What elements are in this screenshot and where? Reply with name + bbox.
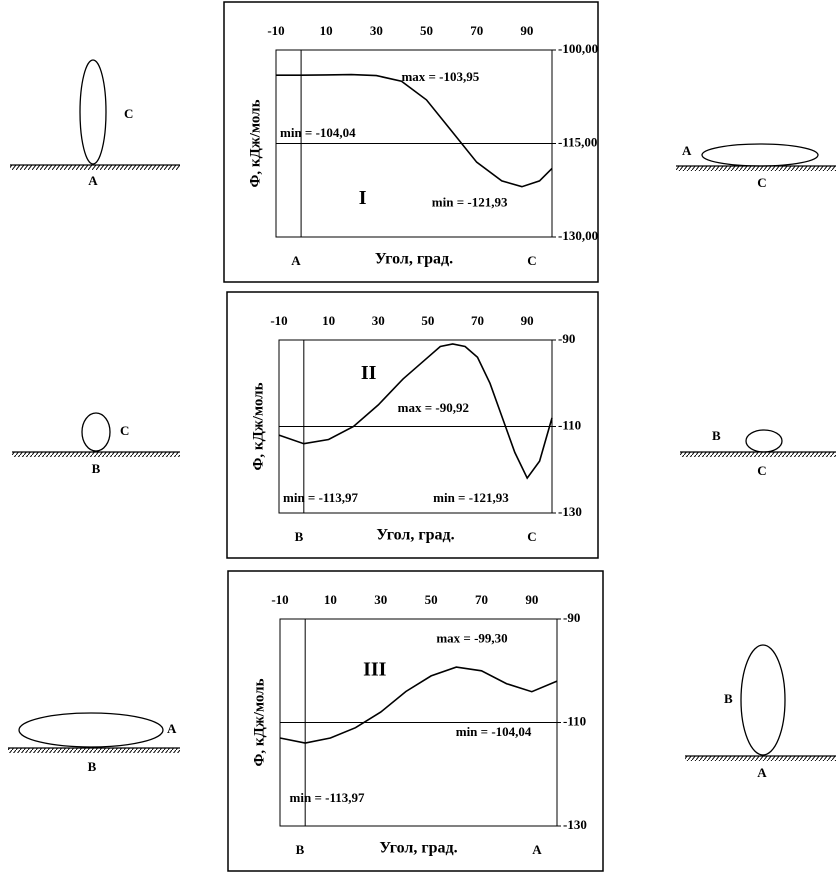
curve: [278, 343, 553, 480]
diagram-label: A: [88, 173, 98, 188]
corner-label: C: [527, 529, 536, 544]
x-axis-label: Угол, град.: [375, 251, 453, 268]
chart-title: III: [363, 658, 387, 680]
annotation: max = -103,95: [401, 69, 479, 84]
y-tick-label: -110: [563, 713, 586, 728]
y-tick-label: -130: [558, 504, 582, 519]
x-tick-label: 70: [475, 592, 488, 607]
diagram-label: A: [757, 765, 767, 780]
ellipse: [79, 59, 107, 165]
annotation: max = -90,92: [398, 400, 469, 415]
annotation: max = -99,30: [436, 631, 507, 646]
diagram-labels: C A A C C B B C A B B A: [88, 106, 768, 780]
x-tick-label: 90: [520, 23, 533, 38]
annotation: min = -113,97: [283, 490, 358, 505]
x-tick-label: 50: [420, 23, 433, 38]
y-axis-label: Ф, кДж/моль: [247, 99, 263, 187]
diagrams: [8, 59, 836, 761]
ellipse: [745, 429, 783, 453]
hatch: [680, 452, 836, 457]
y-tick-label: -100,00: [558, 41, 598, 56]
annotation: min = -104,04: [456, 724, 532, 739]
x-tick-label: 50: [421, 313, 434, 328]
x-axis-label: Угол, град.: [379, 840, 457, 857]
hatch: [685, 756, 836, 761]
diagram-label: B: [88, 759, 97, 774]
x-tick-label: -10: [270, 313, 287, 328]
hatch: [10, 165, 180, 170]
diagram-label: C: [124, 106, 133, 121]
chart-frame: [223, 1, 599, 283]
diagram-label: A: [682, 143, 692, 158]
x-tick-label: 30: [374, 592, 387, 607]
x-tick-label: 50: [425, 592, 438, 607]
y-tick-label: -130: [563, 817, 587, 832]
x-tick-label: 90: [521, 313, 534, 328]
corner-label: B: [295, 529, 304, 544]
y-tick-label: -110: [558, 417, 581, 432]
y-tick-label: -90: [558, 331, 575, 346]
diagram-label: C: [120, 423, 129, 438]
hatch: [12, 452, 180, 457]
diagram-label: B: [712, 428, 721, 443]
annotation: min = -121,93: [433, 490, 509, 505]
chart-title: I: [359, 187, 367, 209]
annotation: min = -113,97: [290, 790, 365, 805]
y-tick-label: -115,00: [558, 134, 597, 149]
x-tick-label: 70: [470, 23, 483, 38]
x-tick-label: 10: [320, 23, 333, 38]
x-tick-label: -10: [271, 592, 288, 607]
x-tick-label: 30: [370, 23, 383, 38]
diagram-label: C: [757, 463, 766, 478]
y-axis-label: Ф, кДж/моль: [251, 678, 267, 766]
corner-label: A: [532, 842, 542, 857]
x-tick-label: 90: [525, 592, 538, 607]
diagram-label: B: [92, 461, 101, 476]
y-tick-label: -130,00: [558, 228, 598, 243]
x-tick-label: -10: [267, 23, 284, 38]
ellipse: [81, 412, 111, 452]
diagram-label: B: [724, 691, 733, 706]
y-tick-label: -90: [563, 610, 580, 625]
corner-label: B: [296, 842, 305, 857]
ellipse: [740, 644, 786, 756]
chart-title: II: [361, 362, 377, 384]
diagram-label: A: [167, 721, 177, 736]
x-tick-label: 30: [372, 313, 385, 328]
annotation: min = -104,04: [280, 125, 356, 140]
annotation: min = -121,93: [432, 194, 508, 209]
chart-frame: [226, 291, 599, 559]
hatch: [676, 166, 836, 171]
hatch: [8, 748, 180, 753]
corner-label: A: [291, 253, 301, 268]
curve: [276, 73, 553, 188]
x-tick-label: 70: [471, 313, 484, 328]
ellipse: [701, 143, 819, 167]
curve: [279, 666, 558, 744]
diagram-label: C: [757, 175, 766, 190]
x-tick-label: 10: [324, 592, 337, 607]
corner-label: C: [527, 253, 536, 268]
ellipse: [18, 712, 164, 748]
y-axis-label: Ф, кДж/моль: [250, 382, 266, 470]
x-tick-label: 10: [322, 313, 335, 328]
x-axis-label: Угол, град.: [376, 527, 454, 544]
chart-frame: [227, 570, 604, 872]
